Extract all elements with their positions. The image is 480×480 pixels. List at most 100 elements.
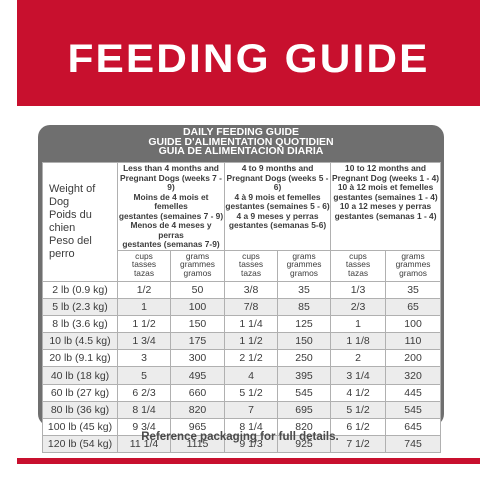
range-line: gestantes (semanas 5-6) (228, 220, 327, 230)
weight-cell: 10 lb (4.5 kg) (42, 332, 118, 351)
cups-cell: 4 1/2 (330, 383, 387, 402)
grams-cell: 50 (169, 280, 226, 299)
cups-cell: 6 1/2 (330, 417, 387, 437)
unit-label: tasses (238, 259, 264, 269)
cups-cell: 7/8 (224, 297, 279, 316)
table-row: 60 lb (27 kg) 6 2/3 660 5 1/2 545 4 1/2 445 (42, 383, 442, 402)
grams-cell: 175 (169, 332, 226, 351)
grams-cell: 150 (169, 314, 226, 334)
unit-label: tazas (133, 267, 155, 278)
cups-cell: 2 (330, 349, 387, 368)
cups-cell: 7 (224, 400, 279, 420)
weight-header-en: Weight of Dog (49, 182, 96, 208)
grams-cell: 300 (169, 349, 226, 368)
unit-label: grammes (180, 259, 215, 269)
unit-label: grammes (286, 259, 322, 269)
bottom-accent-bar (17, 458, 480, 464)
age-range-header: 10 to 12 months and Pregnant Dog (weeks … (330, 162, 442, 251)
table-row: 80 lb (36 kg) 8 1/4 820 7 695 5 1/2 545 (42, 400, 442, 420)
cups-cell: 2 1/2 (224, 349, 279, 368)
unit-label: gramos (290, 267, 318, 278)
cups-cell: 4 (224, 366, 279, 385)
grams-cell: 125 (277, 314, 332, 334)
range-line: gestantes (semanas 1 - 4) (334, 210, 437, 221)
feeding-table: Weight of Dog Poids du chien Peso del pe… (42, 162, 442, 454)
table-heading: DAILY FEEDING GUIDE GUIDE D'ALIMENTATION… (38, 127, 444, 157)
cups-unit-header: cups tasses tazas (330, 249, 387, 282)
unit-label: grams (185, 250, 210, 261)
grams-cell: 85 (277, 297, 332, 316)
range-line: 4 à 9 mois et femelles (234, 191, 321, 202)
cups-cell: 1/3 (330, 280, 387, 299)
table-row: 100 lb (45 kg) 9 3/4 965 8 1/4 820 6 1/2 645 (42, 417, 442, 437)
weight-header-es: Peso del perro (49, 234, 92, 260)
unit-label: tasses (131, 259, 157, 269)
heading-line-es: GUIA DE ALIMENTACION DIARIA (158, 145, 324, 157)
grams-cell: 1115 (169, 435, 226, 454)
unit-label: gramos (183, 267, 212, 278)
weight-cell: 40 lb (18 kg) (42, 366, 118, 385)
cups-cell: 1 (330, 314, 387, 334)
grams-cell: 150 (277, 332, 332, 351)
grams-cell: 820 (169, 400, 226, 420)
grams-cell: 250 (277, 349, 332, 368)
unit-label: gramos (399, 267, 427, 278)
table-row: 40 lb (18 kg) 5 495 4 395 3 1/4 320 (42, 366, 442, 385)
grams-cell: 965 (169, 417, 226, 437)
table-row: 5 lb (2.3 kg) 1 100 7/8 85 2/3 65 (42, 297, 442, 316)
cups-cell: 1 (117, 297, 171, 316)
weight-cell: 60 lb (27 kg) (42, 383, 118, 402)
table-row: 120 lb (54 kg) 11 1/4 1115 9 1/3 925 7 1/2 745 (42, 435, 442, 454)
cups-cell: 8 1/4 (117, 400, 171, 420)
range-line: gestantes (semaines 5 - 6) (225, 201, 330, 211)
range-line: 4 to 9 months and (241, 163, 314, 173)
unit-label: cups (135, 250, 153, 261)
grams-cell: 110 (385, 332, 442, 351)
grams-unit-header: grams grammes gramos (385, 249, 442, 282)
cups-cell: 5 1/2 (330, 400, 387, 420)
cups-unit-header: cups tasses tazas (224, 249, 279, 282)
feeding-table-card: DAILY FEEDING GUIDE GUIDE D'ALIMENTATION… (38, 125, 444, 454)
cups-cell: 5 1/2 (224, 383, 279, 402)
grams-cell: 660 (169, 383, 226, 402)
cups-cell: 1 1/4 (224, 314, 279, 334)
cups-cell: 1/2 (117, 280, 171, 299)
grams-cell: 495 (169, 366, 226, 385)
range-line: gestantes (semanas 7-9) (122, 239, 220, 249)
weight-column-header: Weight of Dog Poids du chien Peso del pe… (42, 162, 118, 282)
weight-cell: 8 lb (3.6 kg) (42, 314, 118, 334)
grams-cell: 695 (277, 400, 332, 420)
grams-cell: 545 (277, 383, 332, 402)
age-range-header: 4 to 9 months and Pregnant Dogs (weeks 5… (224, 162, 332, 251)
range-line: Pregnant Dog (weeks 1 - 4) (332, 172, 440, 183)
cups-cell: 8 1/4 (224, 417, 279, 437)
grams-cell: 925 (277, 435, 332, 454)
cups-cell: 1 1/2 (117, 314, 171, 334)
footer-note: Reference packaging for full details. (141, 431, 339, 443)
unit-label: grams (292, 250, 316, 261)
cups-unit-header: cups tasses tazas (117, 249, 171, 282)
cups-cell: 1 1/2 (224, 332, 279, 351)
unit-label: grams (401, 250, 425, 261)
table-row: 2 lb (0.9 kg) 1/2 50 3/8 35 1/3 35 (42, 280, 442, 299)
range-line: 4 a 9 meses y perras (236, 210, 319, 221)
weight-cell: 20 lb (9.1 kg) (42, 349, 118, 368)
range-line: 10 à 12 mois et femelles (337, 182, 434, 192)
weight-cell: 2 lb (0.9 kg) (42, 280, 118, 299)
table-row: 8 lb (3.6 kg) 1 1/2 150 1 1/4 125 1 100 (42, 314, 442, 334)
unit-label: grammes (395, 259, 431, 269)
grams-cell: 100 (169, 297, 226, 316)
cups-cell: 3 (117, 349, 171, 368)
unit-label: tazas (241, 267, 262, 278)
cups-cell: 1 3/4 (117, 332, 171, 351)
page-title: FEEDING GUIDE (67, 37, 430, 81)
grams-cell: 820 (277, 417, 332, 437)
cups-cell: 9 1/3 (224, 435, 279, 454)
cups-cell: 3 1/4 (330, 366, 387, 385)
cups-cell: 1 1/8 (330, 332, 387, 351)
table-row: 20 lb (9.1 kg) 3 300 2 1/2 250 2 200 (42, 349, 442, 368)
cups-cell: 3/8 (224, 280, 279, 299)
cups-cell: 5 (117, 366, 171, 385)
cups-cell: 11 1/4 (117, 435, 171, 454)
range-line: Less than 4 months and (123, 163, 219, 173)
